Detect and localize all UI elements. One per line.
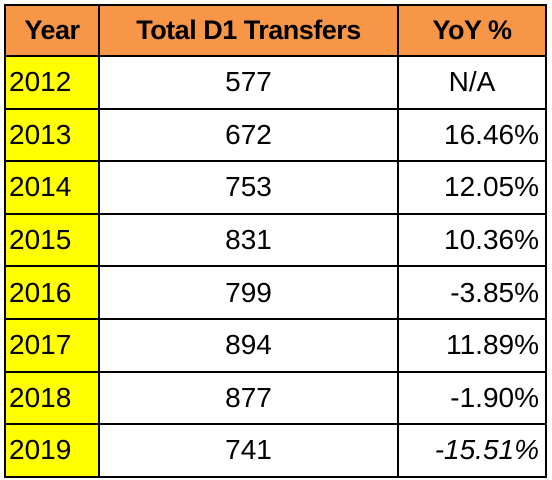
total-transfers-cell: 894 xyxy=(98,317,399,373)
yoy-percent-cell: 10.36% xyxy=(397,212,547,268)
yoy-percent-cell: -15.51% xyxy=(397,423,547,478)
total-transfers-cell: 672 xyxy=(98,107,399,163)
yoy-percent-cell: -1.90% xyxy=(397,370,547,426)
yoy-percent-cell: 16.46% xyxy=(397,107,547,163)
year-cell: 2016 xyxy=(4,265,100,320)
header-row: Year Total D1 Transfers YoY % xyxy=(4,4,547,57)
yoy-percent-cell: 11.89% xyxy=(397,317,547,373)
total-transfers-cell: 831 xyxy=(98,212,399,268)
total-transfers-cell: 877 xyxy=(98,370,399,426)
year-cell: 2015 xyxy=(4,212,100,268)
table-row: 2012 577 N/A xyxy=(4,55,547,110)
year-cell: 2013 xyxy=(4,107,100,163)
year-cell: 2019 xyxy=(4,423,100,478)
year-cell: 2012 xyxy=(4,55,100,110)
total-transfers-cell: 753 xyxy=(98,160,399,215)
column-header-total-d1-transfers: Total D1 Transfers xyxy=(98,4,399,57)
yoy-percent-cell: N/A xyxy=(397,55,547,110)
table-row: 2018 877 -1.90% xyxy=(4,370,547,426)
column-header-year: Year xyxy=(4,4,100,57)
year-cell: 2017 xyxy=(4,317,100,373)
transfers-table: Year Total D1 Transfers YoY % 2012 577 N… xyxy=(4,4,547,478)
table-row: 2017 894 11.89% xyxy=(4,317,547,373)
total-transfers-cell: 741 xyxy=(98,423,399,478)
yoy-percent-cell: -3.85% xyxy=(397,265,547,320)
year-cell: 2014 xyxy=(4,160,100,215)
total-transfers-cell: 577 xyxy=(98,55,399,110)
table-row: 2014 753 12.05% xyxy=(4,160,547,215)
table-row: 2015 831 10.36% xyxy=(4,212,547,268)
yoy-percent-cell: 12.05% xyxy=(397,160,547,215)
table-row: 2016 799 -3.85% xyxy=(4,265,547,320)
year-cell: 2018 xyxy=(4,370,100,426)
total-transfers-cell: 799 xyxy=(98,265,399,320)
table-row: 2019 741 -15.51% xyxy=(4,423,547,478)
table-row: 2013 672 16.46% xyxy=(4,107,547,163)
column-header-yoy-percent: YoY % xyxy=(397,4,547,57)
